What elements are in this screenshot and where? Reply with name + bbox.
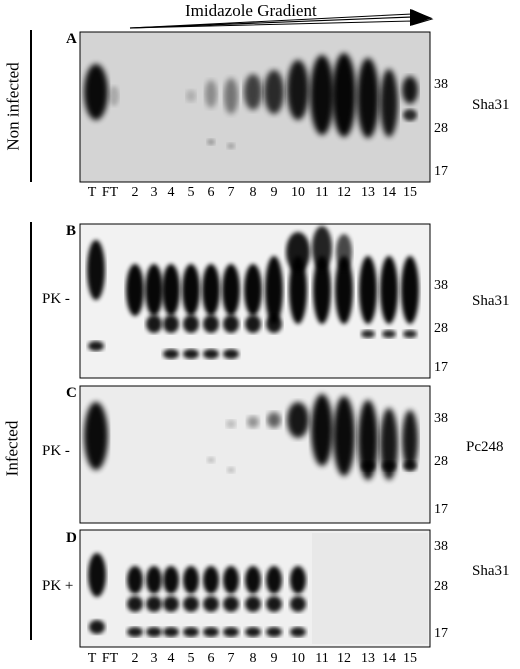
lane-label: 14: [382, 651, 396, 666]
lane-label: 9: [270, 185, 278, 200]
antibody-label-a: Sha31: [472, 97, 510, 113]
panel-letter-a: A: [66, 31, 77, 47]
lane-label: 2: [131, 185, 139, 200]
antibody-label-b: Sha31: [472, 293, 510, 309]
pk-label-c: PK -: [42, 443, 70, 459]
antibody-label-d: Sha31: [472, 563, 510, 579]
lane-label: 9: [270, 651, 278, 666]
mw-marker: 28: [434, 121, 448, 136]
lane-label: 12: [337, 651, 351, 666]
pk-label-d: PK +: [42, 578, 74, 594]
mw-marker: 28: [434, 579, 448, 594]
lane-label: 10: [291, 651, 305, 666]
lane-label: FT: [101, 185, 119, 200]
lane-label: 15: [403, 651, 417, 666]
non-infected-bar: [30, 30, 32, 182]
lane-label: 11: [315, 651, 329, 666]
lane-label: 3: [150, 185, 158, 200]
lane-label: 8: [249, 651, 257, 666]
lane-label: 14: [382, 185, 396, 200]
lane-label: 7: [227, 651, 235, 666]
mw-marker: 38: [434, 77, 448, 92]
lane-label: 6: [207, 651, 215, 666]
pk-label-b: PK -: [42, 291, 70, 307]
mw-marker: 17: [434, 164, 448, 179]
antibody-label-c: Pc248: [466, 439, 504, 455]
lane-label: 10: [291, 185, 305, 200]
lane-labels-top: T FT 2 3 4 5 6 7 8 9 10 11 12 13 14 15: [0, 186, 520, 202]
mw-marker: 28: [434, 321, 448, 336]
lane-labels-bottom: T FT 2 3 4 5 6 7 8 9 10 11 12 13 14 15: [0, 652, 520, 668]
mw-marker: 28: [434, 454, 448, 469]
lane-label: 11: [315, 185, 329, 200]
lane-label: 5: [187, 185, 195, 200]
lane-label: 6: [207, 185, 215, 200]
panel-letter-d: D: [66, 530, 77, 546]
lane-label: T: [87, 651, 97, 666]
mw-marker: 17: [434, 502, 448, 517]
infected-bar: [30, 222, 32, 640]
mw-marker: 38: [434, 278, 448, 293]
lane-label: 13: [361, 651, 375, 666]
panel-letter-c: C: [66, 385, 77, 401]
mw-marker: 17: [434, 360, 448, 375]
lane-label: FT: [101, 651, 119, 666]
mw-marker: 38: [434, 411, 448, 426]
panel-letter-b: B: [66, 223, 77, 239]
lane-label: 12: [337, 185, 351, 200]
lane-label: 5: [187, 651, 195, 666]
lane-label: 8: [249, 185, 257, 200]
lane-label: 2: [131, 651, 139, 666]
mw-marker: 38: [434, 539, 448, 554]
lane-label: 15: [403, 185, 417, 200]
lane-label: 4: [167, 185, 175, 200]
lane-label: 13: [361, 185, 375, 200]
lane-label: 7: [227, 185, 235, 200]
lane-label: 3: [150, 651, 158, 666]
lane-label: T: [87, 185, 97, 200]
lane-label: 4: [167, 651, 175, 666]
mw-marker: 17: [434, 626, 448, 641]
